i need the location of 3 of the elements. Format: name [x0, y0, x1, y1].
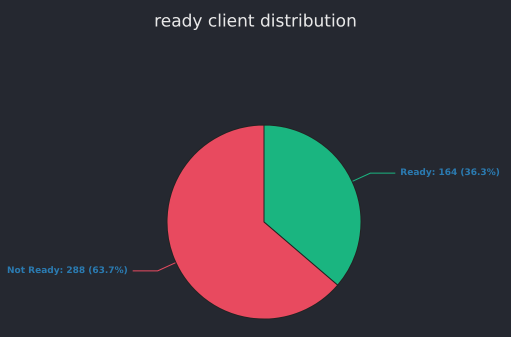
slice-label: Ready: 164 (36.3%)	[400, 168, 500, 178]
slice-label: Not Ready: 288 (63.7%)	[7, 266, 128, 276]
chart-title: ready client distribution	[154, 12, 357, 32]
